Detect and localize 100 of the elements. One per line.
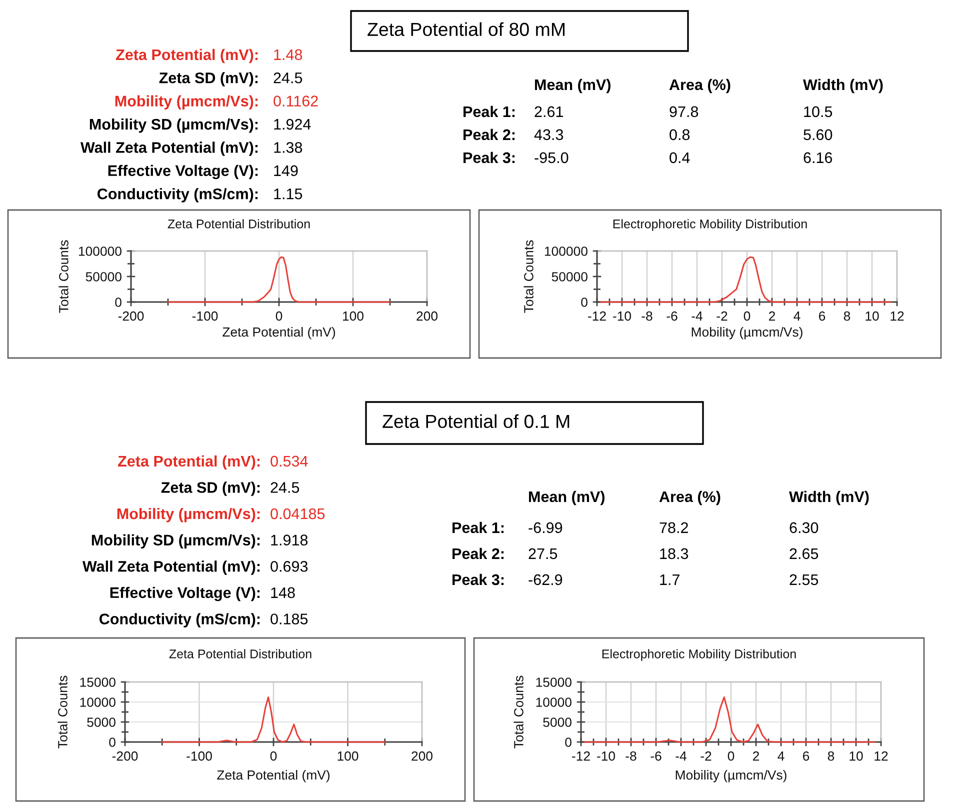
category-label: Effective Voltage (V): (110, 586, 260, 602)
text: 1.48 (274, 49, 302, 60)
y-tick-label: 50000 (86, 272, 122, 282)
text: -62.9 (528, 574, 562, 586)
text: Zeta Potential of 80 mM (368, 22, 565, 36)
line-series (167, 256, 391, 303)
x-tick-label: 4 (794, 312, 800, 321)
text: -6.99 (528, 522, 562, 534)
y-tick-label: 10000 (536, 698, 572, 707)
text: 0.4 (670, 152, 690, 164)
category-label: Zeta Potential (mV): (116, 48, 258, 64)
text: 1.15 (274, 188, 302, 200)
x-tick-label: -8 (626, 751, 636, 761)
x-tick-label: 12 (874, 751, 888, 761)
x-tick-label: 8 (844, 311, 850, 321)
category-label: Peak 3: (464, 152, 515, 164)
chart-title: Zeta Potential Distribution (168, 219, 310, 228)
x-tick-label: -100 (186, 751, 212, 761)
y-tick-label: 0 (109, 738, 116, 747)
y-axis-title: Total Counts (524, 240, 534, 313)
x-tick-label: 8 (828, 751, 834, 761)
x-tick-label: 12 (890, 311, 904, 321)
x-tick-label: 6 (803, 751, 810, 761)
text: 2.55 (790, 574, 818, 586)
category-label: Wall Zeta Potential (mV): (82, 560, 260, 575)
y-tick-label: 0 (581, 298, 588, 307)
x-axis-title: Mobility (µmcm/Vs) (692, 327, 802, 340)
text: 2.61 (534, 106, 563, 118)
x-tick-label: -2 (716, 311, 728, 321)
category-label: Effective Voltage (V): (108, 164, 258, 180)
text: 24.5 (274, 72, 302, 84)
text: 0.04185 (270, 508, 325, 520)
y-tick-label: 5000 (543, 718, 572, 727)
text: 6.30 (790, 522, 818, 534)
x-axis-title: Zeta Potential (mV) (222, 327, 336, 340)
y-axis-title: Total Counts (58, 240, 68, 313)
x-tick-label: -8 (642, 311, 652, 321)
text: 10.5 (804, 106, 832, 118)
chart-title: Electrophoretic Mobility Distribution (613, 219, 807, 231)
x-axis-title: Zeta Potential (mV) (217, 770, 330, 782)
y-tick-label: 15000 (80, 678, 116, 687)
x-tick-label: -10 (613, 311, 632, 321)
line-series (600, 256, 892, 303)
text: 43.3 (534, 129, 564, 140)
category-label: Conductivity (mS/cm): (100, 613, 260, 628)
text: 0.534 (270, 456, 308, 467)
line-series (584, 696, 876, 743)
x-tick-label: -12 (572, 751, 590, 761)
category-label: Mobility SD (µmcm/Vs): (92, 534, 260, 549)
x-tick-label: 6 (819, 311, 826, 321)
y-tick-label: 50000 (552, 272, 588, 282)
y-tick-label: 100000 (544, 246, 588, 256)
text: 1.38 (274, 142, 302, 153)
x-tick-label: 0 (276, 311, 282, 321)
category-label: Mean (mV) (529, 490, 604, 506)
text: -95.0 (534, 152, 568, 164)
x-tick-label: 2 (768, 311, 776, 321)
text: 27.5 (528, 548, 558, 560)
x-tick-label: 10 (850, 751, 863, 761)
category-label: Conductivity (mS/cm): (98, 188, 258, 202)
x-tick-label: -4 (676, 752, 686, 761)
text: 1.924 (274, 118, 311, 130)
category-label: Peak 1: (464, 106, 515, 118)
category-label: Peak 1: (452, 522, 504, 534)
text: 1.7 (660, 574, 680, 585)
x-tick-label: -12 (588, 311, 606, 321)
category-label: Mobility SD (µmcm/Vs): (90, 118, 258, 133)
x-tick-label: -100 (192, 311, 218, 321)
x-tick-label: 0 (270, 751, 277, 761)
x-tick-label: -10 (597, 751, 616, 761)
text: 149 (274, 165, 298, 176)
text: 78.2 (660, 522, 688, 534)
category-label: Peak 2: (464, 128, 515, 140)
x-tick-label: 100 (343, 311, 364, 321)
text: Zeta Potential of 0.1 M (382, 414, 570, 428)
x-tick-label: -6 (666, 311, 678, 321)
line-series (161, 696, 386, 743)
x-tick-label: 10 (866, 311, 879, 321)
text: 5.60 (804, 129, 832, 140)
category-label: Area (%) (669, 78, 730, 94)
text: 0.1162 (274, 96, 318, 106)
y-tick-label: 0 (115, 298, 122, 307)
text: 2.65 (790, 548, 818, 560)
category-label: Peak 3: (452, 574, 504, 586)
y-tick-label: 10000 (80, 698, 116, 707)
y-axis-title: Total Counts (514, 676, 524, 748)
chart-title: Electrophoretic Mobility Distribution (602, 649, 796, 661)
y-tick-label: 100000 (78, 246, 122, 256)
category-label: Mean (mV) (535, 78, 610, 94)
x-tick-label: -200 (112, 751, 138, 761)
category-label: Zeta SD (mV): (159, 72, 258, 86)
x-tick-label: -2 (700, 751, 712, 761)
x-tick-label: -200 (118, 311, 144, 321)
x-tick-label: 2 (752, 751, 760, 761)
category-label: Width (mV) (789, 490, 869, 506)
category-label: Wall Zeta Potential (mV): (80, 142, 258, 156)
x-tick-label: 200 (416, 311, 438, 321)
category-label: Zeta Potential (mV): (118, 455, 260, 470)
x-axis-title: Mobility (µmcm/Vs) (676, 770, 786, 782)
y-tick-label: 5000 (87, 718, 116, 727)
